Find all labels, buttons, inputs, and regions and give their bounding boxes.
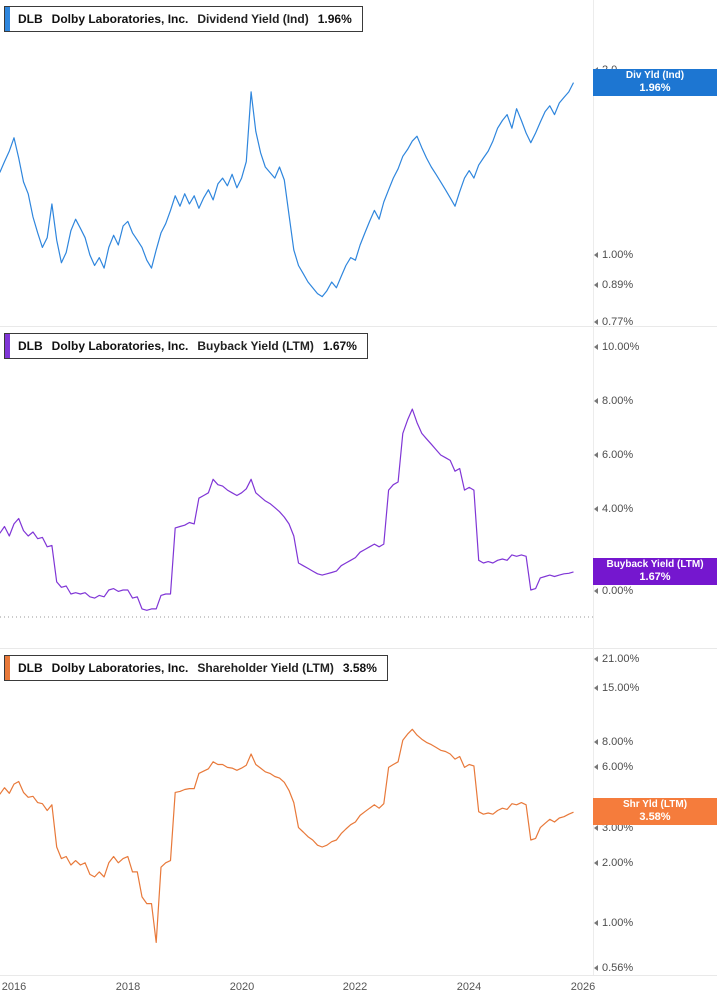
y-tick: 0.56% <box>594 961 714 975</box>
ticker-symbol: DLB <box>18 339 43 353</box>
legend-buyback-yield[interactable]: DLB Dolby Laboratories, Inc. Buyback Yie… <box>4 333 368 359</box>
x-tick-text: 2020 <box>229 981 255 993</box>
y-tick: 0.77% <box>594 315 714 329</box>
series-color-bar <box>5 334 10 358</box>
tick-arrow-icon <box>594 506 598 512</box>
value-label-value: 3.58% <box>639 811 671 823</box>
y-tick: 8.00% <box>594 394 714 408</box>
y-tick-label: 6.00% <box>602 761 634 773</box>
metric-name: Buyback Yield (LTM) <box>197 339 314 353</box>
metric-value: 1.67% <box>322 339 357 353</box>
y-axis-divider <box>593 0 594 975</box>
series-color-bar <box>5 656 10 680</box>
tick-arrow-icon <box>594 965 598 971</box>
metric-name: Dividend Yield (Ind) <box>197 12 309 26</box>
y-tick-label: 1.00% <box>602 249 634 261</box>
company-name: Dolby Laboratories, Inc. <box>51 661 189 675</box>
tick-arrow-icon <box>594 252 598 258</box>
legend-dividend-yield[interactable]: DLB Dolby Laboratories, Inc. Dividend Yi… <box>4 6 363 32</box>
x-tick-text: 2024 <box>456 981 482 993</box>
y-tick: 2.00% <box>594 856 714 870</box>
y-tick-label: 3.00% <box>602 822 634 834</box>
panel-divider <box>0 326 717 327</box>
y-tick: 10.00% <box>594 340 714 354</box>
tick-arrow-icon <box>594 452 598 458</box>
y-tick-label: 10.00% <box>602 341 640 353</box>
tick-arrow-icon <box>594 825 598 831</box>
y-tick: 0.89% <box>594 278 714 292</box>
y-tick-label: 21.00% <box>602 653 640 665</box>
tick-arrow-icon <box>594 282 598 288</box>
tick-arrow-icon <box>594 860 598 866</box>
value-label-value: 1.96% <box>639 82 671 94</box>
y-tick-label: 0.77% <box>602 316 634 328</box>
y-tick: 6.00% <box>594 760 714 774</box>
tick-arrow-icon <box>594 319 598 325</box>
metric-value: 3.58% <box>342 661 377 675</box>
tick-arrow-icon <box>594 764 598 770</box>
x-tick-label: 2022 <box>333 981 377 993</box>
x-tick-label: 2020 <box>220 981 264 993</box>
y-tick-label: 0.56% <box>602 962 634 974</box>
tick-arrow-icon <box>594 588 598 594</box>
x-tick-label: 2016 <box>0 981 36 993</box>
y-tick-label: 8.00% <box>602 395 634 407</box>
tick-arrow-icon <box>594 656 598 662</box>
y-tick: 21.00% <box>594 652 714 666</box>
x-tick-label: 2024 <box>447 981 491 993</box>
x-axis-divider <box>0 975 717 976</box>
y-tick: 8.00% <box>594 735 714 749</box>
series-line-0 <box>0 82 575 298</box>
y-tick: 6.00% <box>594 448 714 462</box>
series-line-1 <box>0 408 574 611</box>
metric-name: Shareholder Yield (LTM) <box>197 661 334 675</box>
last-value-label-buyback: Buyback Yield (LTM) 1.67% <box>593 558 717 585</box>
series-line-2 <box>0 728 574 943</box>
last-value-label-dividend: Div Yld (Ind) 1.96% <box>593 69 717 96</box>
x-tick-text: 2016 <box>1 981 27 993</box>
y-tick: 0.00% <box>594 584 714 598</box>
company-name: Dolby Laboratories, Inc. <box>51 339 189 353</box>
tick-arrow-icon <box>594 398 598 404</box>
y-tick-label: 6.00% <box>602 449 634 461</box>
x-tick-label: 2018 <box>106 981 150 993</box>
x-tick-label: 2026 <box>561 981 605 993</box>
y-tick: 1.00% <box>594 248 714 262</box>
x-tick-text: 2026 <box>570 981 596 993</box>
tick-arrow-icon <box>594 685 598 691</box>
y-tick: 1.00% <box>594 916 714 930</box>
value-label-name: Div Yld (Ind) <box>625 70 685 81</box>
value-label-value: 1.67% <box>639 571 671 583</box>
ticker-symbol: DLB <box>18 12 43 26</box>
y-tick-label: 4.00% <box>602 503 634 515</box>
y-tick: 3.00% <box>594 821 714 835</box>
y-tick: 4.00% <box>594 502 714 516</box>
tick-arrow-icon <box>594 739 598 745</box>
metric-value: 1.96% <box>317 12 352 26</box>
y-tick-label: 1.00% <box>602 917 634 929</box>
panel-divider <box>0 648 717 649</box>
y-tick-label: 0.89% <box>602 279 634 291</box>
tick-arrow-icon <box>594 920 598 926</box>
y-tick-label: 0.00% <box>602 585 634 597</box>
y-tick-label: 15.00% <box>602 682 640 694</box>
x-tick-text: 2018 <box>115 981 141 993</box>
ticker-symbol: DLB <box>18 661 43 675</box>
x-tick-text: 2022 <box>342 981 368 993</box>
value-label-name: Shr Yld (LTM) <box>622 799 688 810</box>
y-tick-label: 2.00% <box>602 857 634 869</box>
legend-shareholder-yield[interactable]: DLB Dolby Laboratories, Inc. Shareholder… <box>4 655 388 681</box>
series-color-bar <box>5 7 10 31</box>
last-value-label-shareholder: Shr Yld (LTM) 3.58% <box>593 798 717 825</box>
y-tick: 15.00% <box>594 681 714 695</box>
company-name: Dolby Laboratories, Inc. <box>51 12 189 26</box>
value-label-name: Buyback Yield (LTM) <box>606 559 704 570</box>
tick-arrow-icon <box>594 344 598 350</box>
y-tick-label: 8.00% <box>602 736 634 748</box>
